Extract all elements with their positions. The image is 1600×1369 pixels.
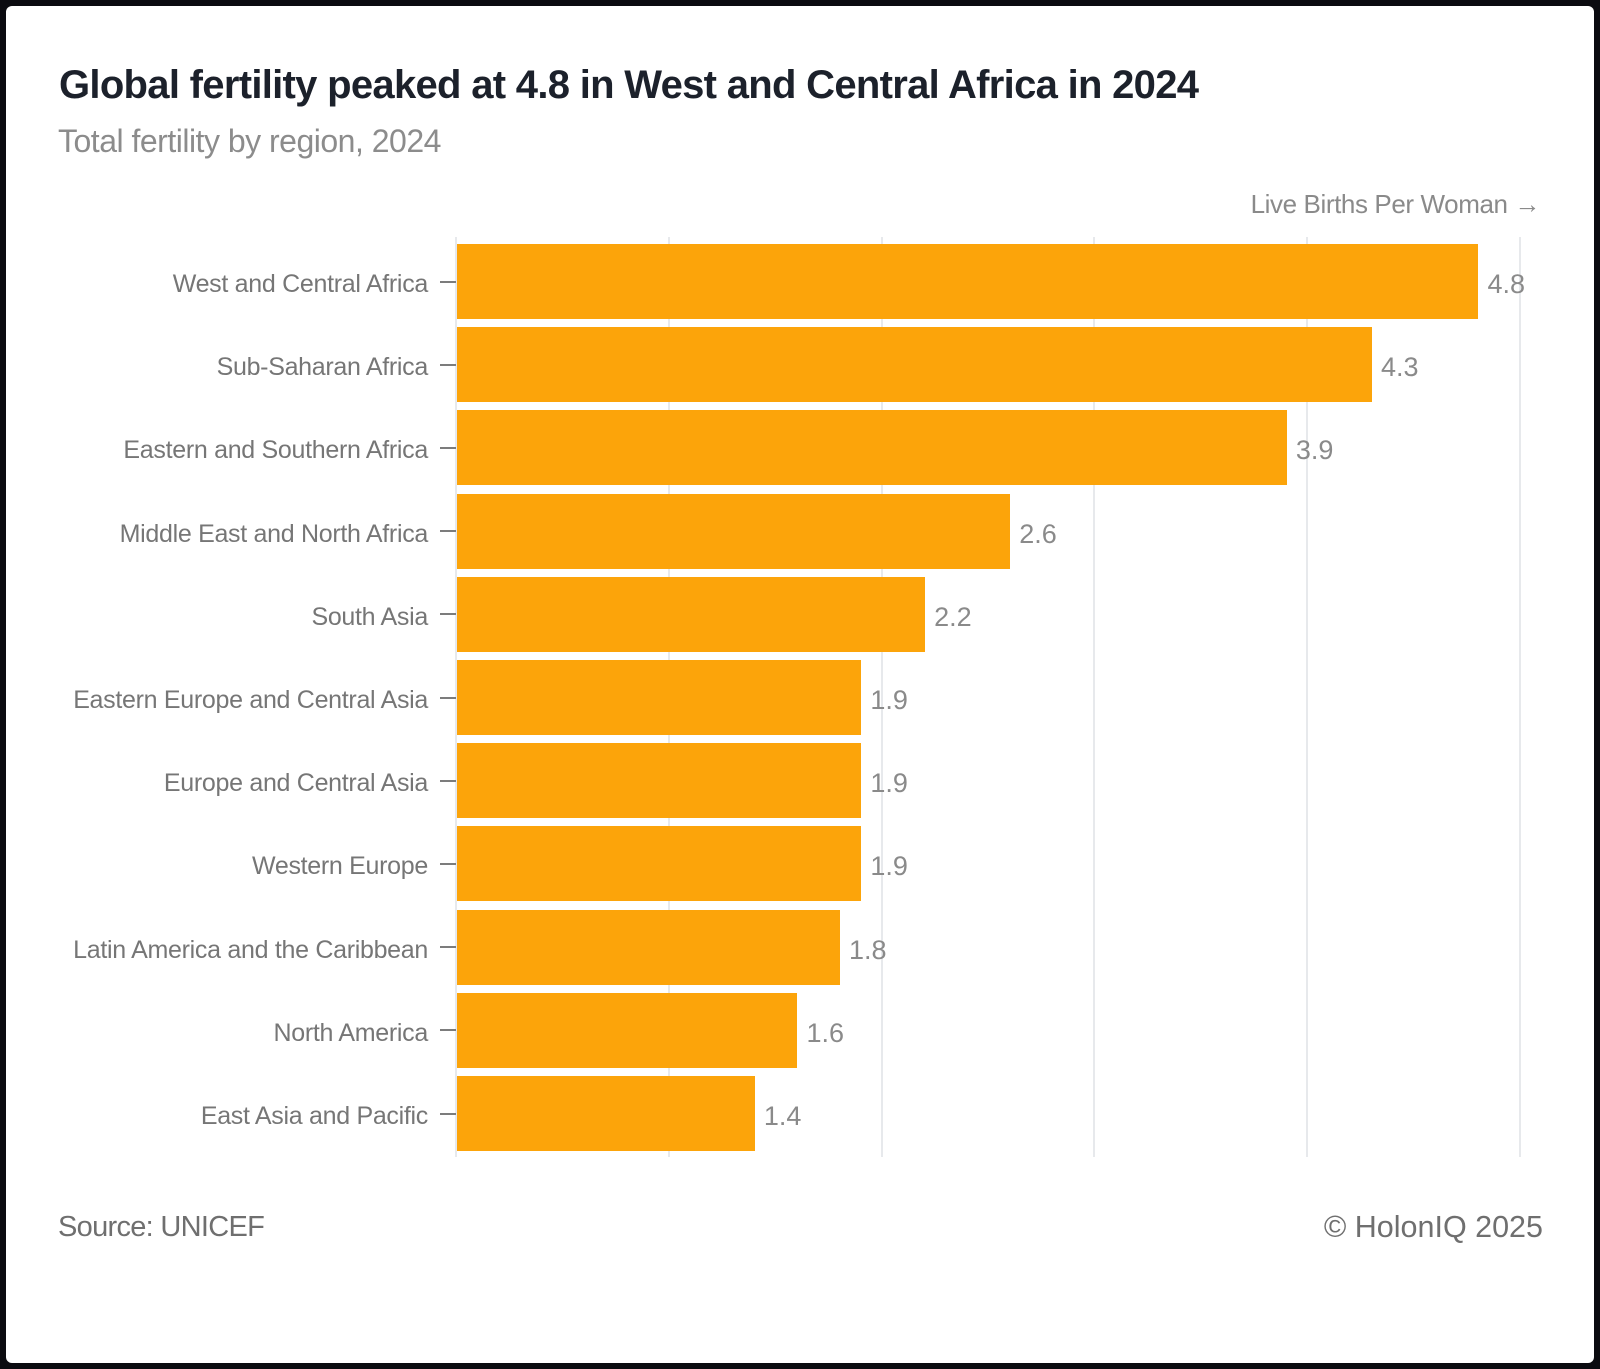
- bar: [457, 826, 862, 902]
- category-label: North America: [273, 1018, 429, 1047]
- axis-tick: [440, 946, 456, 949]
- chart-card: Global fertility peaked at 4.8 in West a…: [6, 6, 1594, 1363]
- category-label: Western Europe: [252, 852, 428, 881]
- bar: [457, 743, 862, 819]
- category-label: Sub-Saharan Africa: [216, 353, 429, 382]
- copyright-note: © HolonIQ 2025: [1323, 1210, 1543, 1244]
- axis-tick: [440, 613, 456, 616]
- source-note: Source: UNICEF: [58, 1211, 265, 1243]
- value-label: 3.9: [1295, 435, 1334, 466]
- gridline: [880, 237, 883, 1157]
- value-label: 1.9: [870, 851, 908, 882]
- axis-tick: [440, 696, 456, 699]
- category-label: East Asia and Pacific: [200, 1102, 428, 1130]
- bar: [457, 576, 926, 652]
- chart-title: Global fertility peaked at 4.8 in West a…: [59, 63, 1199, 107]
- bar: [457, 1076, 755, 1151]
- plot-area: 4.8 4.3 3.9 2.6 2.2 1.9 1.9 1.9 1.8 1.6 1.4: [455, 237, 1525, 1157]
- category-label: Eastern Europe and Central Asia: [73, 686, 428, 714]
- x-axis-name: Live Births Per Woman →: [1250, 189, 1541, 219]
- value-label: 1.9: [870, 768, 908, 799]
- bar: [457, 410, 1287, 486]
- bar: [457, 909, 841, 985]
- value-label: 2.2: [934, 601, 972, 632]
- bar: [457, 493, 1011, 569]
- gridline: [1306, 237, 1309, 1157]
- value-label: 4.3: [1381, 352, 1419, 383]
- category-label: Latin America and the Caribbean: [73, 935, 428, 964]
- axis-tick: [440, 446, 456, 449]
- bar: [457, 327, 1373, 403]
- value-label: 1.4: [763, 1101, 802, 1131]
- gridline: [455, 237, 457, 1157]
- category-label: Europe and Central Asia: [163, 769, 428, 798]
- axis-tick: [440, 1029, 456, 1032]
- bar: [457, 660, 862, 735]
- value-label: 1.6: [806, 1017, 845, 1048]
- gridline: [1519, 237, 1521, 1157]
- value-label: 2.6: [1019, 518, 1057, 549]
- axis-tick: [440, 779, 456, 782]
- category-label: Middle East and North Africa: [119, 519, 429, 548]
- value-label: 1.8: [849, 934, 887, 965]
- axis-tick: [440, 530, 456, 533]
- gridline: [1093, 237, 1096, 1157]
- axis-tick: [440, 280, 456, 283]
- axis-tick: [440, 1112, 456, 1115]
- category-label: West and Central Africa: [172, 270, 429, 298]
- value-label: 1.9: [870, 685, 908, 715]
- axis-tick: [440, 363, 456, 366]
- bar: [457, 244, 1479, 319]
- bar: [457, 992, 798, 1068]
- category-label: South Asia: [311, 602, 428, 631]
- chart-subtitle: Total fertility by region, 2024: [58, 123, 441, 159]
- value-label: 4.8: [1487, 269, 1525, 299]
- axis-tick: [440, 862, 456, 865]
- category-label: Eastern and Southern Africa: [123, 436, 428, 465]
